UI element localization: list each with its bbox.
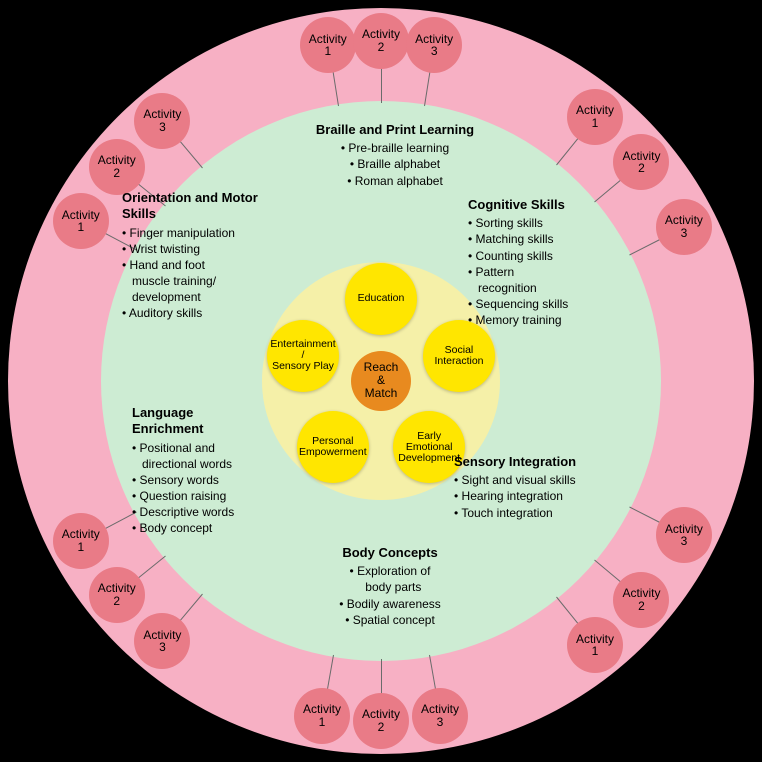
- skill-section: Body Concepts • Exploration of body parts…: [300, 545, 480, 628]
- activity-node: Activity2: [89, 139, 145, 195]
- activity-node: Activity3: [412, 688, 468, 744]
- petal-node: PersonalEmpowerment: [297, 411, 369, 483]
- section-title: Body Concepts: [300, 545, 480, 561]
- core-label: Reach&Match: [364, 361, 399, 401]
- skill-section: Sensory Integration • Sight and visual sk…: [454, 454, 644, 521]
- activity-node: Activity2: [353, 13, 409, 69]
- activity-node: Activity2: [89, 567, 145, 623]
- activity-node: Activity3: [406, 17, 462, 73]
- section-title: Braille and Print Learning: [300, 122, 490, 138]
- section-title: Sensory Integration: [454, 454, 644, 470]
- section-bullets: • Sight and visual skills• Hearing integ…: [454, 472, 644, 521]
- skill-section: Braille and Print Learning • Pre-braille …: [300, 122, 490, 189]
- section-bullets: • Pre-braille learning• Braille alphabet…: [300, 140, 490, 189]
- activity-node: Activity1: [567, 89, 623, 145]
- section-bullets: • Exploration of body parts• Bodily awar…: [300, 563, 480, 628]
- activity-node: Activity2: [353, 693, 409, 749]
- skill-section: Cognitive Skills • Sorting skills• Matchi…: [468, 197, 638, 329]
- section-bullets: • Positional and directional words• Sens…: [132, 440, 307, 537]
- activity-node: Activity3: [656, 507, 712, 563]
- activity-node: Activity1: [300, 17, 356, 73]
- activity-spoke: [381, 65, 382, 103]
- activity-node: Activity3: [134, 93, 190, 149]
- diagram-stage: Reach&Match Activity1Activity2Activity3A…: [0, 0, 762, 762]
- section-title: Cognitive Skills: [468, 197, 638, 213]
- skill-section: Orientation and MotorSkills• Finger mani…: [122, 190, 297, 322]
- section-title: LanguageEnrichment: [132, 405, 307, 438]
- activity-node: Activity1: [53, 193, 109, 249]
- petal-node: SocialInteraction: [423, 320, 495, 392]
- section-bullets: • Finger manipulation• Wrist twisting• H…: [122, 225, 297, 322]
- section-bullets: • Sorting skills• Matching skills• Count…: [468, 215, 638, 328]
- petal-node: Entertainment/Sensory Play: [267, 320, 339, 392]
- petal-node: Education: [345, 263, 417, 335]
- activity-node: Activity1: [294, 688, 350, 744]
- skill-section: LanguageEnrichment• Positional and direc…: [132, 405, 307, 537]
- activity-node: Activity1: [567, 617, 623, 673]
- section-title: Orientation and MotorSkills: [122, 190, 297, 223]
- activity-node: Activity1: [53, 513, 109, 569]
- activity-spoke: [381, 659, 382, 697]
- activity-node: Activity2: [613, 572, 669, 628]
- activity-node: Activity3: [656, 199, 712, 255]
